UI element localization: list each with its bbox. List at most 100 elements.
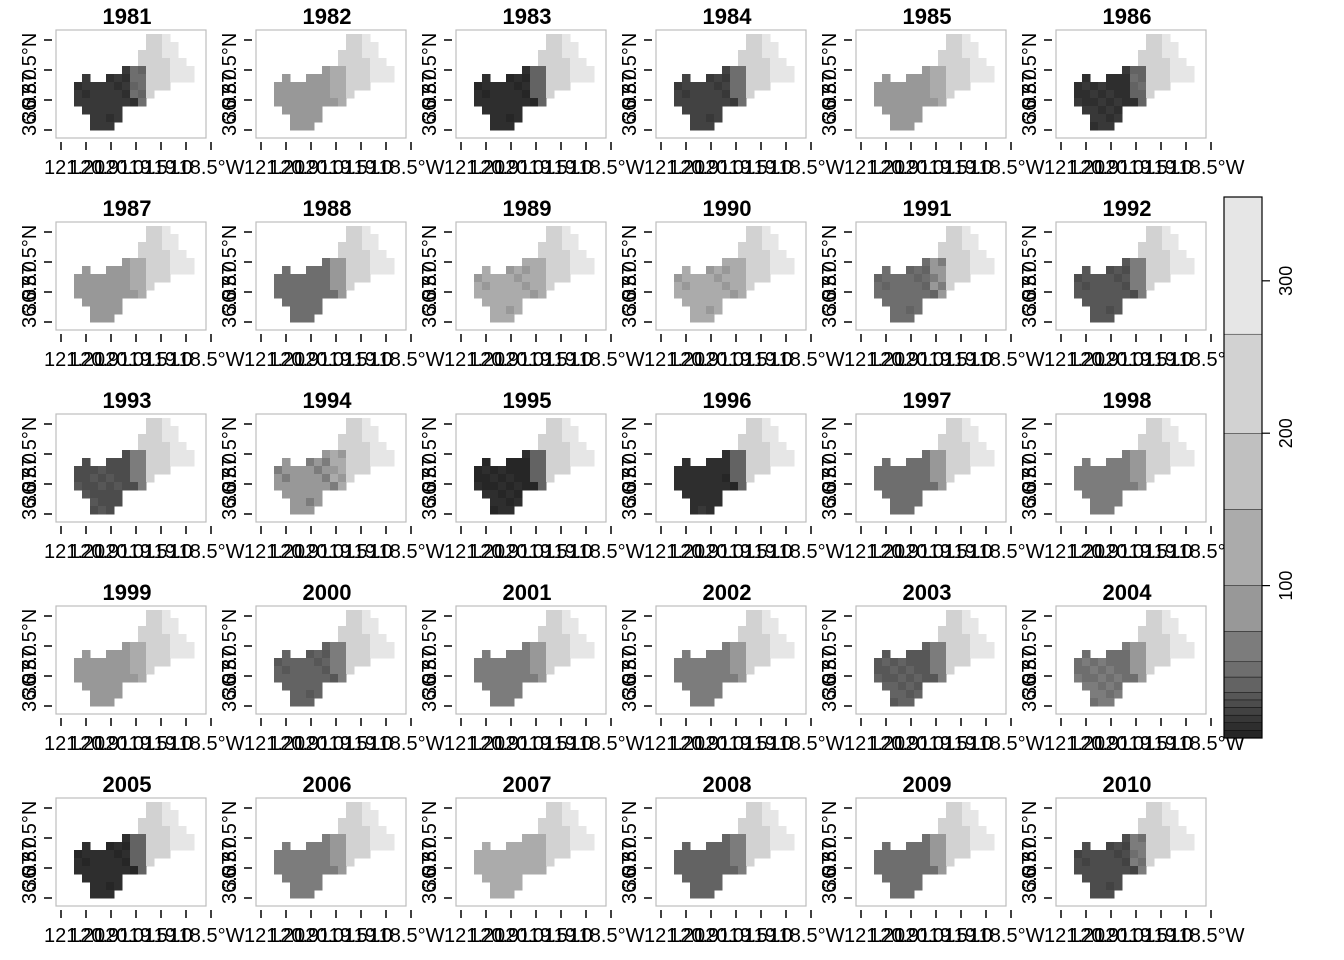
raster-cell	[370, 642, 379, 651]
raster-cell	[1106, 850, 1115, 859]
raster-cell	[162, 450, 171, 459]
raster-cell	[898, 506, 907, 515]
raster-cell	[1154, 242, 1163, 251]
raster-cell	[746, 250, 755, 259]
raster-cell	[482, 74, 491, 83]
raster-cell	[1106, 306, 1115, 315]
raster-cell	[362, 626, 371, 635]
raster-cell	[882, 290, 891, 299]
raster-cell	[1146, 274, 1155, 283]
raster-cell	[762, 442, 771, 451]
raster-cell	[954, 242, 963, 251]
raster-cell	[730, 282, 739, 291]
raster-cell	[906, 290, 915, 299]
raster-cell	[1106, 466, 1115, 475]
raster-cell	[378, 250, 387, 259]
y-tick-label: 37.5°N	[619, 801, 641, 862]
raster-cell	[954, 234, 963, 243]
x-tick-label: 119.0	[144, 925, 193, 947]
raster-cell	[682, 666, 691, 675]
raster-cell	[562, 50, 571, 59]
raster-cell	[882, 658, 891, 667]
raster-cell	[338, 850, 347, 859]
raster-cell	[706, 690, 715, 699]
raster-cell	[538, 282, 547, 291]
raster-cell	[1138, 474, 1147, 483]
raster-cell	[114, 882, 123, 891]
raster-cell	[162, 34, 171, 43]
raster-cell	[314, 682, 323, 691]
raster-cell	[138, 442, 147, 451]
raster-cell	[1090, 682, 1099, 691]
raster-cell	[522, 834, 531, 843]
raster-cell	[906, 498, 915, 507]
raster-cell	[738, 658, 747, 667]
raster-cell	[1074, 290, 1083, 299]
raster-cell	[554, 802, 563, 811]
raster-cell	[906, 482, 915, 491]
panel-title-1982: 1982	[303, 4, 352, 29]
raster-cell	[90, 290, 99, 299]
x-tick-label: 120.9	[269, 925, 319, 947]
raster-1981	[74, 34, 195, 131]
x-tick-label: 120.0	[894, 349, 944, 371]
x-tick-label: 119.5	[319, 157, 368, 179]
x-tick-label: 119.5	[919, 925, 968, 947]
y-tick-label: 37.5°N	[819, 417, 841, 478]
map-panel-1999: 199936.036.537.037.5°N121.20120.9120.011…	[19, 580, 245, 755]
raster-cell	[722, 666, 731, 675]
raster-cell	[570, 234, 579, 243]
x-tick-label: 119.5	[1119, 349, 1168, 371]
raster-cell	[906, 122, 915, 131]
x-tick-label: 120.9	[869, 541, 919, 563]
raster-cell	[714, 282, 723, 291]
raster-cell	[898, 82, 907, 91]
raster-cell	[146, 658, 155, 667]
raster-cell	[1146, 826, 1155, 835]
raster-cell	[722, 82, 731, 91]
x-tick-label: 118.5°W	[969, 157, 1045, 179]
raster-cell	[1106, 682, 1115, 691]
raster-cell	[762, 250, 771, 259]
raster-cell	[290, 298, 299, 307]
raster-cell	[314, 82, 323, 91]
raster-cell	[338, 650, 347, 659]
raster-cell	[906, 74, 915, 83]
raster-1990	[674, 226, 795, 323]
raster-cell	[1154, 618, 1163, 627]
raster-cell	[490, 506, 499, 515]
y-tick-label: 37.0	[419, 837, 441, 876]
raster-cell	[74, 866, 83, 875]
raster-cell	[114, 306, 123, 315]
raster-cell	[82, 666, 91, 675]
raster-cell	[1114, 842, 1123, 851]
raster-cell	[1106, 698, 1115, 707]
raster-cell	[770, 818, 779, 827]
raster-cell	[106, 866, 115, 875]
raster-cell	[1162, 842, 1171, 851]
raster-cell	[546, 50, 555, 59]
raster-cell	[498, 98, 507, 107]
raster-cell	[506, 874, 515, 883]
raster-cell	[1122, 474, 1131, 483]
panel-title-2005: 2005	[103, 772, 152, 797]
raster-cell	[178, 66, 187, 75]
raster-cell	[546, 842, 555, 851]
raster-cell	[154, 250, 163, 259]
raster-cell	[1130, 450, 1139, 459]
raster-cell	[1098, 290, 1107, 299]
raster-cell	[738, 826, 747, 835]
raster-cell	[978, 66, 987, 75]
raster-cell	[1186, 642, 1195, 651]
raster-cell	[578, 250, 587, 259]
raster-cell	[946, 842, 955, 851]
raster-cell	[882, 850, 891, 859]
raster-cell	[1138, 850, 1147, 859]
raster-cell	[290, 874, 299, 883]
raster-cell	[306, 274, 315, 283]
raster-cell	[546, 458, 555, 467]
raster-cell	[746, 650, 755, 659]
raster-cell	[890, 98, 899, 107]
raster-cell	[346, 666, 355, 675]
y-tick-label: 36.5	[819, 851, 841, 890]
